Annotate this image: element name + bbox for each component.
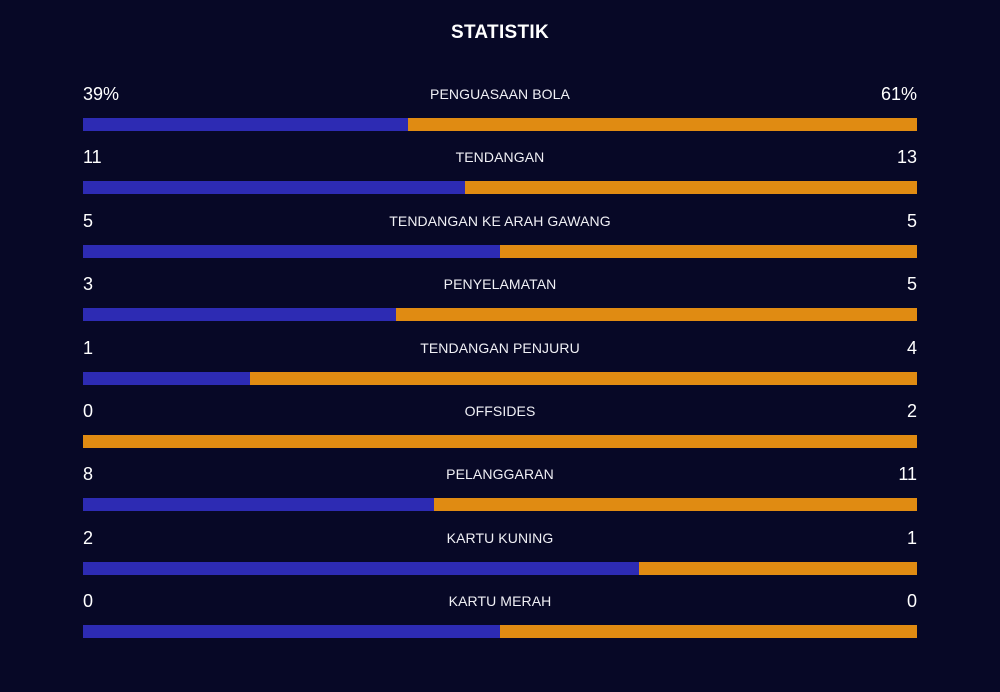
left-team-bar-fill: [83, 371, 250, 385]
stat-label: TENDANGAN KE ARAH GAWANG: [389, 212, 611, 229]
stat-label: PENYELAMATAN: [443, 276, 557, 293]
stat-label: PELANGGARAN: [446, 466, 554, 483]
comparison-bar: [83, 118, 917, 131]
statistics-title: STATISTIK: [450, 22, 550, 43]
right-team-bar-fill: [639, 561, 917, 575]
stat-row-shots-on-target: 5 TENDANGAN KE ARAH GAWANG 5: [83, 208, 917, 271]
right-team-bar-fill: [408, 118, 917, 131]
stat-row-red-cards: 0 KARTU MERAH 0: [83, 588, 917, 651]
left-team-value: 5: [83, 210, 94, 231]
right-team-value: 11: [898, 464, 917, 485]
left-team-value: 3: [83, 274, 94, 295]
left-team-bar-fill: [83, 625, 500, 639]
stat-label: KARTU KUNING: [446, 529, 554, 546]
stat-row-yellow-cards: 2 KARTU KUNING 1: [83, 525, 917, 588]
left-team-value: 39%: [83, 84, 120, 104]
right-team-bar-fill: [83, 434, 917, 448]
stat-row-offsides: 0 OFFSIDES 2: [83, 398, 917, 461]
left-team-value: 1: [83, 337, 94, 358]
right-team-value: 4: [906, 337, 917, 358]
right-team-value: 0: [906, 591, 917, 612]
left-team-value: 2: [83, 527, 94, 548]
right-team-bar-fill: [500, 625, 917, 639]
comparison-bar: [83, 308, 917, 322]
comparison-bar: [83, 371, 917, 385]
stat-values: 1 TENDANGAN PENJURU 4: [83, 335, 917, 361]
comparison-bar: [83, 434, 917, 448]
left-team-bar-fill: [83, 244, 500, 258]
comparison-bar: [83, 181, 917, 195]
left-team-value: 0: [83, 400, 94, 421]
stat-values: 8 PELANGGARAN 11: [83, 461, 917, 487]
left-team-value: 0: [83, 591, 94, 612]
right-team-bar-fill: [249, 371, 917, 385]
right-team-value: 1: [906, 527, 917, 548]
stats-list: 39% PENGUASAAN BOLA 61% 11 TENDANGAN 13: [83, 81, 917, 652]
stat-values: 5 TENDANGAN KE ARAH GAWANG 5: [83, 208, 917, 234]
stat-label: PENGUASAAN BOLA: [430, 86, 570, 102]
stat-values: 0 OFFSIDES 2: [83, 398, 917, 424]
right-team-value: 5: [906, 210, 917, 231]
comparison-bar: [83, 561, 917, 575]
comparison-bar: [83, 244, 917, 258]
stat-row-possession: 39% PENGUASAAN BOLA 61%: [83, 81, 917, 144]
comparison-bar: [83, 625, 917, 639]
stat-label: TENDANGAN: [455, 149, 545, 166]
right-team-bar-fill: [500, 244, 917, 258]
stat-label: OFFSIDES: [464, 402, 536, 419]
right-team-value: 13: [896, 147, 917, 168]
stat-values: 0 KARTU MERAH 0: [83, 588, 917, 614]
stat-values: 11 TENDANGAN 13: [83, 144, 917, 170]
stat-row-fouls: 8 PELANGGARAN 11: [83, 461, 917, 524]
right-team-bar-fill: [465, 181, 917, 195]
right-team-value: 5: [906, 274, 917, 295]
stat-row-saves: 3 PENYELAMATAN 5: [83, 271, 917, 334]
left-team-bar-fill: [83, 118, 409, 131]
left-team-bar-fill: [83, 308, 396, 322]
stat-values: 3 PENYELAMATAN 5: [83, 271, 917, 297]
right-team-bar-fill: [395, 308, 917, 322]
stat-label: KARTU MERAH: [448, 593, 552, 610]
left-team-bar-fill: [83, 181, 466, 195]
right-team-value: 2: [906, 400, 917, 421]
left-team-bar-fill: [83, 561, 640, 575]
stat-values: 2 KARTU KUNING 1: [83, 525, 917, 551]
stat-row-corners: 1 TENDANGAN PENJURU 4: [83, 335, 917, 398]
stat-row-shots: 11 TENDANGAN 13: [83, 144, 917, 207]
left-team-value: 8: [83, 464, 94, 485]
left-team-bar-fill: [83, 498, 435, 512]
stat-label: TENDANGAN PENJURU: [420, 339, 580, 356]
stat-values: 39% PENGUASAAN BOLA 61%: [83, 81, 917, 107]
comparison-bar: [83, 498, 917, 512]
right-team-bar-fill: [434, 498, 917, 512]
left-team-value: 11: [83, 147, 102, 168]
right-team-value: 61%: [880, 84, 917, 104]
